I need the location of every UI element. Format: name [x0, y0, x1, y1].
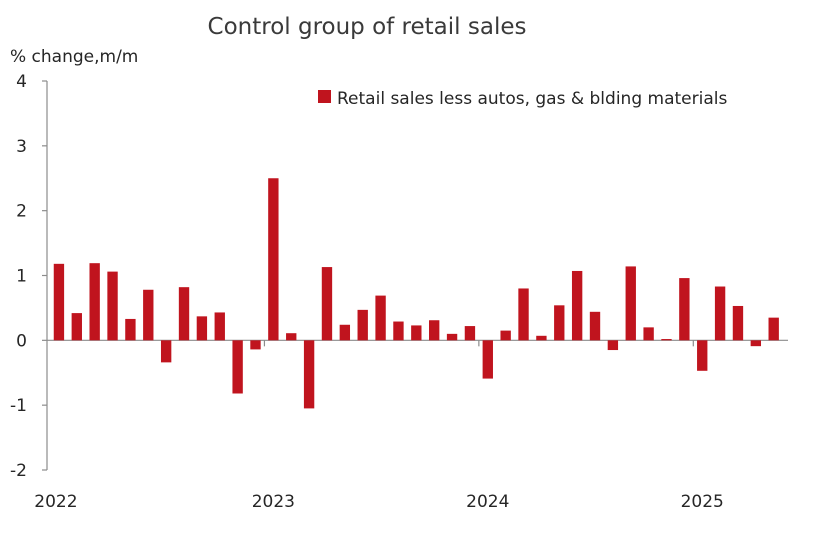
legend-swatch	[318, 90, 331, 103]
bar	[500, 330, 511, 341]
bar	[71, 313, 82, 341]
bar	[429, 320, 440, 341]
bar	[286, 333, 297, 341]
bar	[250, 340, 261, 350]
y-tick-label: -2	[10, 461, 27, 481]
y-axis: -2 -1 0 1 2 3 4	[10, 72, 48, 481]
bar	[464, 326, 476, 341]
bar	[214, 312, 225, 341]
bar	[357, 309, 368, 341]
bar	[589, 311, 601, 341]
y-tick-label: -1	[10, 396, 27, 416]
bar	[607, 340, 619, 351]
bar	[303, 340, 315, 409]
x-axis: 2022 2023 2024 2025	[34, 339, 788, 512]
legend-label: Retail sales less autos, gas & blding ma…	[337, 89, 727, 109]
y-axis-label: % change,m/m	[10, 47, 138, 67]
bar	[411, 325, 422, 341]
bar	[125, 318, 136, 341]
bar	[375, 295, 386, 341]
y-tick-label: 3	[16, 137, 27, 157]
bar	[196, 316, 208, 341]
x-tick-label: 2024	[466, 492, 509, 512]
y-tick-label: 1	[16, 267, 27, 287]
bar	[446, 333, 458, 341]
bar	[643, 327, 654, 341]
bar	[625, 266, 636, 341]
y-tick-label: 2	[16, 202, 27, 222]
bar	[160, 340, 172, 363]
bar	[393, 321, 404, 341]
bar	[339, 324, 351, 341]
bar	[232, 340, 243, 394]
chart-title: Control group of retail sales	[208, 14, 527, 40]
bar	[178, 287, 190, 341]
bars	[53, 178, 779, 409]
bar	[768, 317, 779, 341]
x-tick-label: 2022	[34, 492, 77, 512]
bar	[554, 305, 565, 341]
bar	[679, 278, 690, 341]
bar	[697, 340, 708, 371]
y-tick-label: 0	[16, 331, 27, 351]
bar	[518, 288, 529, 341]
bar	[143, 289, 154, 341]
bar	[268, 178, 279, 341]
bar	[536, 335, 547, 341]
bar	[661, 339, 672, 341]
bar	[482, 340, 493, 379]
legend: Retail sales less autos, gas & blding ma…	[318, 89, 727, 109]
bar	[714, 286, 726, 341]
x-tick-label: 2023	[252, 492, 295, 512]
bar	[571, 270, 583, 341]
bar	[89, 263, 100, 341]
bar	[750, 340, 762, 347]
bar	[321, 267, 333, 341]
bar	[53, 263, 65, 341]
y-tick-label: 4	[16, 72, 27, 92]
bar	[732, 305, 744, 341]
x-tick-label: 2025	[681, 492, 724, 512]
bar	[107, 271, 118, 341]
